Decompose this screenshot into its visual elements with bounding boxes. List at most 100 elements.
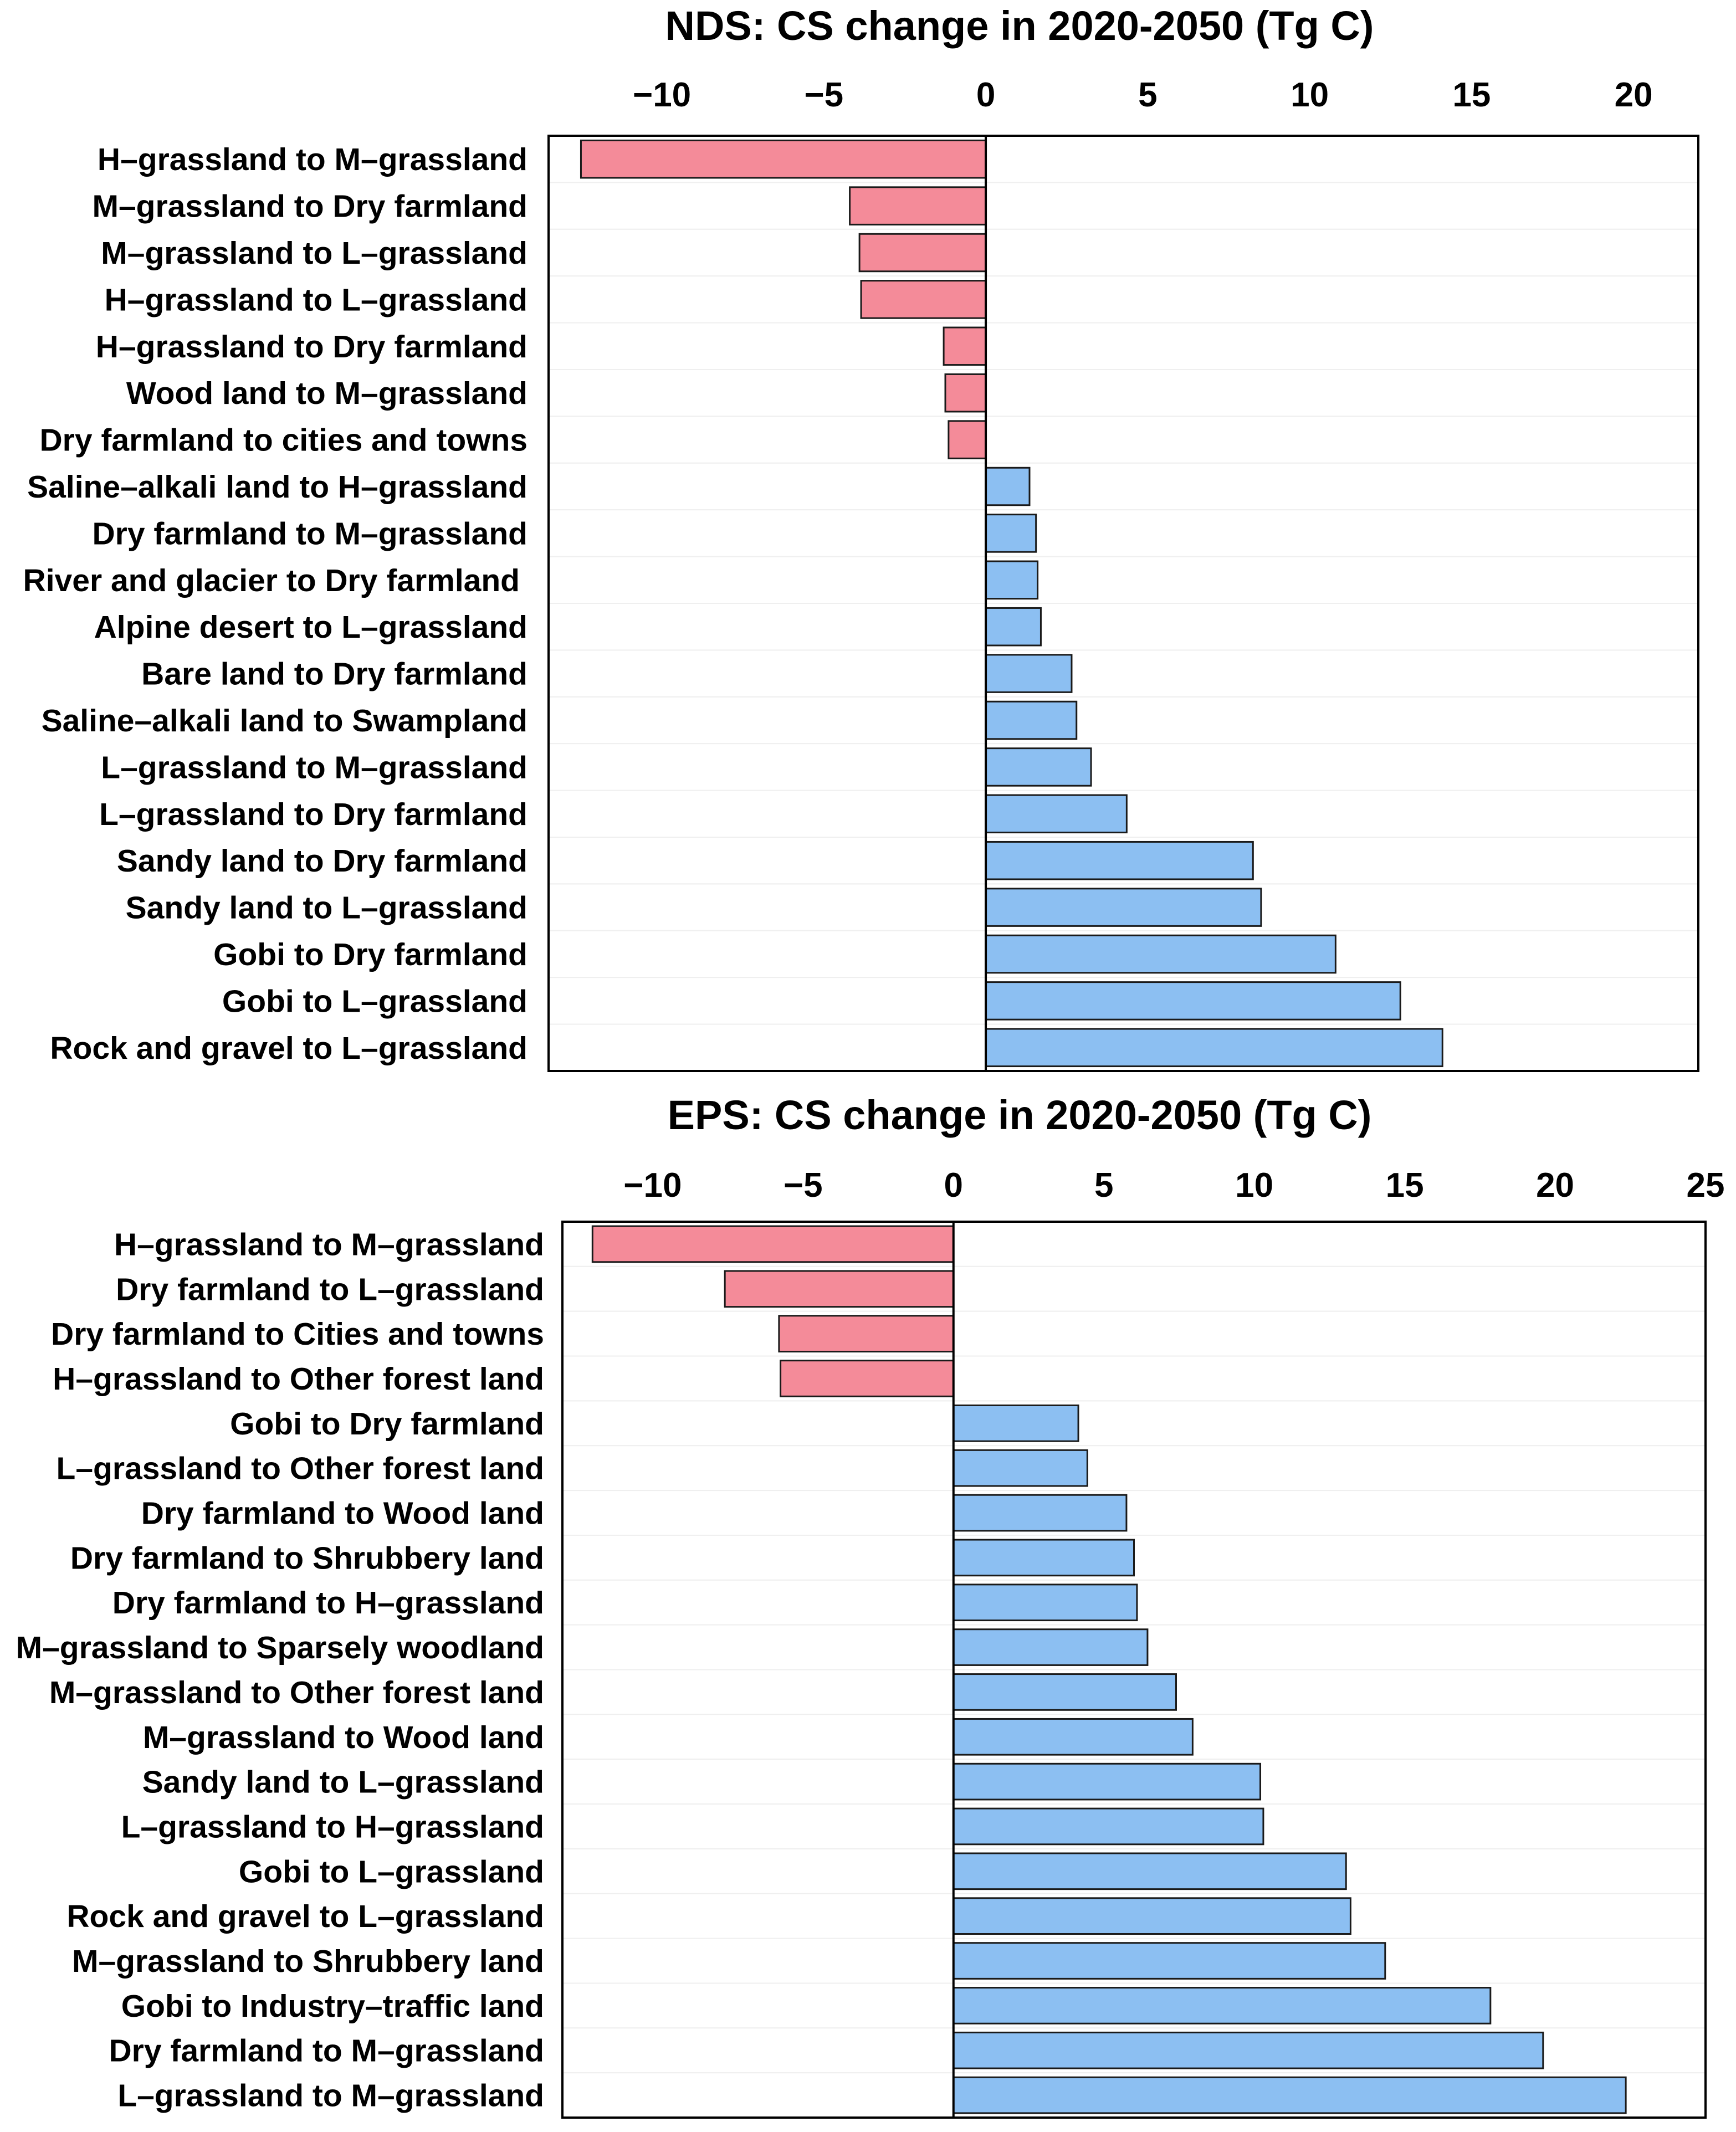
nds-row-band	[548, 603, 1699, 651]
eps-category-label: M–grassland to Sparsely woodland	[16, 1630, 544, 1665]
eps-category-label: Rock and gravel to L–grassland	[66, 1899, 544, 1934]
eps-row-band	[562, 1400, 1706, 1447]
nds-category-label: Dry farmland to cities and towns	[40, 423, 528, 458]
eps-bar	[953, 1852, 1347, 1890]
eps-category-label: Gobi to Industry–traffic land	[121, 1988, 544, 2024]
nds-bar	[985, 840, 1254, 880]
eps-category-label: Gobi to L–grassland	[239, 1854, 544, 1889]
eps-x-tick-label: 25	[1687, 1166, 1725, 1205]
eps-x-tick-label: 10	[1235, 1166, 1273, 1205]
nds-bar	[985, 514, 1037, 553]
nds-row-band	[548, 649, 1699, 698]
nds-category-label: Rock and gravel to L–grassland	[50, 1031, 528, 1066]
nds-row-band	[548, 509, 1699, 557]
nds-bar	[860, 280, 987, 319]
nds-bar	[985, 560, 1039, 600]
nds-bar	[985, 747, 1092, 787]
nds-x-tick-label: 15	[1452, 76, 1491, 114]
eps-bar	[953, 1942, 1386, 1980]
eps-category-label: Dry farmland to L–grassland	[116, 1272, 544, 1307]
nds-row-band	[548, 275, 1699, 324]
eps-x-tick-label: 5	[1094, 1166, 1113, 1205]
eps-x-tick-label: 20	[1536, 1166, 1574, 1205]
eps-category-label: H–grassland to Other forest land	[53, 1361, 544, 1397]
eps-bar	[724, 1270, 955, 1308]
nds-category-label: Saline–alkali land to H–grassland	[27, 469, 528, 505]
nds-bar	[948, 420, 987, 459]
eps-x-tick-label: −5	[783, 1166, 823, 1205]
eps-bar	[953, 1494, 1128, 1532]
eps-category-label: H–grassland to M–grassland	[114, 1227, 544, 1262]
nds-bar	[943, 326, 987, 366]
eps-chart-title: EPS: CS change in 2020-2050 (Tg C)	[668, 1092, 1372, 1138]
eps-x-tick-label: −10	[623, 1166, 682, 1205]
nds-bar	[985, 981, 1401, 1021]
eps-bar	[953, 1807, 1264, 1846]
nds-bar	[985, 654, 1073, 693]
eps-row-band	[562, 1490, 1706, 1536]
nds-panel: NDS: CS change in 2020-2050 (Tg C) −10 −5 0…	[23, 3, 1699, 1072]
nds-category-label: Gobi to Dry farmland	[213, 937, 528, 972]
nds-bar	[985, 888, 1262, 927]
nds-category-label: Sandy land to L–grassland	[126, 890, 528, 926]
eps-category-label: M–grassland to Wood land	[143, 1720, 544, 1755]
nds-category-label: M–grassland to Dry farmland	[92, 189, 528, 224]
eps-category-label: Dry farmland to Cities and towns	[51, 1316, 544, 1352]
nds-bar	[985, 934, 1336, 974]
nds-category-label: River and glacier to Dry farmland	[23, 563, 520, 598]
nds-category-label: Bare land to Dry farmland	[141, 657, 528, 692]
nds-row-band	[548, 416, 1699, 464]
eps-plot-frame	[561, 1221, 1707, 2119]
eps-row-band	[562, 1310, 1706, 1357]
eps-bar	[953, 1583, 1138, 1622]
nds-bar	[985, 467, 1031, 506]
eps-bar	[953, 1628, 1149, 1666]
nds-category-label: H–grassland to L–grassland	[105, 282, 528, 317]
nds-chart-title: NDS: CS change in 2020-2050 (Tg C)	[665, 3, 1374, 49]
eps-bar	[780, 1360, 955, 1397]
nds-row-band	[548, 462, 1699, 511]
nds-bar	[849, 186, 987, 226]
nds-x-tick-label: −10	[633, 76, 691, 114]
nds-row-band	[548, 322, 1699, 370]
eps-bar	[591, 1225, 955, 1263]
nds-row-band	[548, 182, 1699, 230]
eps-row-band	[562, 1445, 1706, 1492]
eps-bar	[953, 2076, 1627, 2114]
nds-bar	[858, 233, 987, 273]
eps-category-label: L–grassland to H–grassland	[121, 1809, 544, 1844]
eps-bar	[953, 2031, 1544, 2069]
nds-category-label: Wood land to M–grassland	[126, 376, 528, 411]
eps-category-label: Dry farmland to Shrubbery land	[70, 1540, 544, 1576]
nds-bar	[985, 1028, 1443, 1068]
eps-category-label: Dry farmland to M–grassland	[109, 2033, 544, 2069]
eps-bar	[953, 1897, 1351, 1935]
nds-x-tick-label: −5	[804, 76, 843, 114]
nds-x-tick-label: 0	[976, 76, 995, 114]
eps-category-label: Dry farmland to H–grassland	[112, 1585, 544, 1621]
eps-row-band	[562, 1355, 1706, 1402]
eps-bar	[953, 1762, 1262, 1801]
nds-row-band	[548, 696, 1699, 745]
nds-row-band	[548, 228, 1699, 277]
nds-bar	[985, 700, 1078, 740]
eps-x-tick-label: 15	[1386, 1166, 1424, 1205]
eps-x-tick-label: 0	[944, 1166, 963, 1205]
eps-bar	[953, 1718, 1194, 1756]
nds-category-label: H–grassland to Dry farmland	[96, 329, 528, 365]
nds-row-band	[548, 743, 1699, 791]
nds-category-label: Saline–alkali land to Swampland	[42, 703, 528, 739]
nds-category-label: L–grassland to M–grassland	[101, 750, 528, 785]
nds-bar	[580, 139, 987, 179]
eps-category-label: Gobi to Dry farmland	[230, 1406, 544, 1442]
nds-category-label: M–grassland to L–grassland	[101, 235, 528, 271]
nds-plot-frame	[547, 135, 1699, 1072]
eps-bar	[778, 1315, 955, 1352]
nds-bar	[944, 373, 987, 413]
nds-x-tick-label: 20	[1615, 76, 1653, 114]
eps-bar	[953, 1987, 1492, 2025]
eps-category-label: L–grassland to Other forest land	[57, 1451, 545, 1487]
nds-category-label: Gobi to L–grassland	[222, 983, 528, 1019]
nds-bar	[985, 607, 1042, 647]
eps-bar	[953, 1673, 1177, 1711]
